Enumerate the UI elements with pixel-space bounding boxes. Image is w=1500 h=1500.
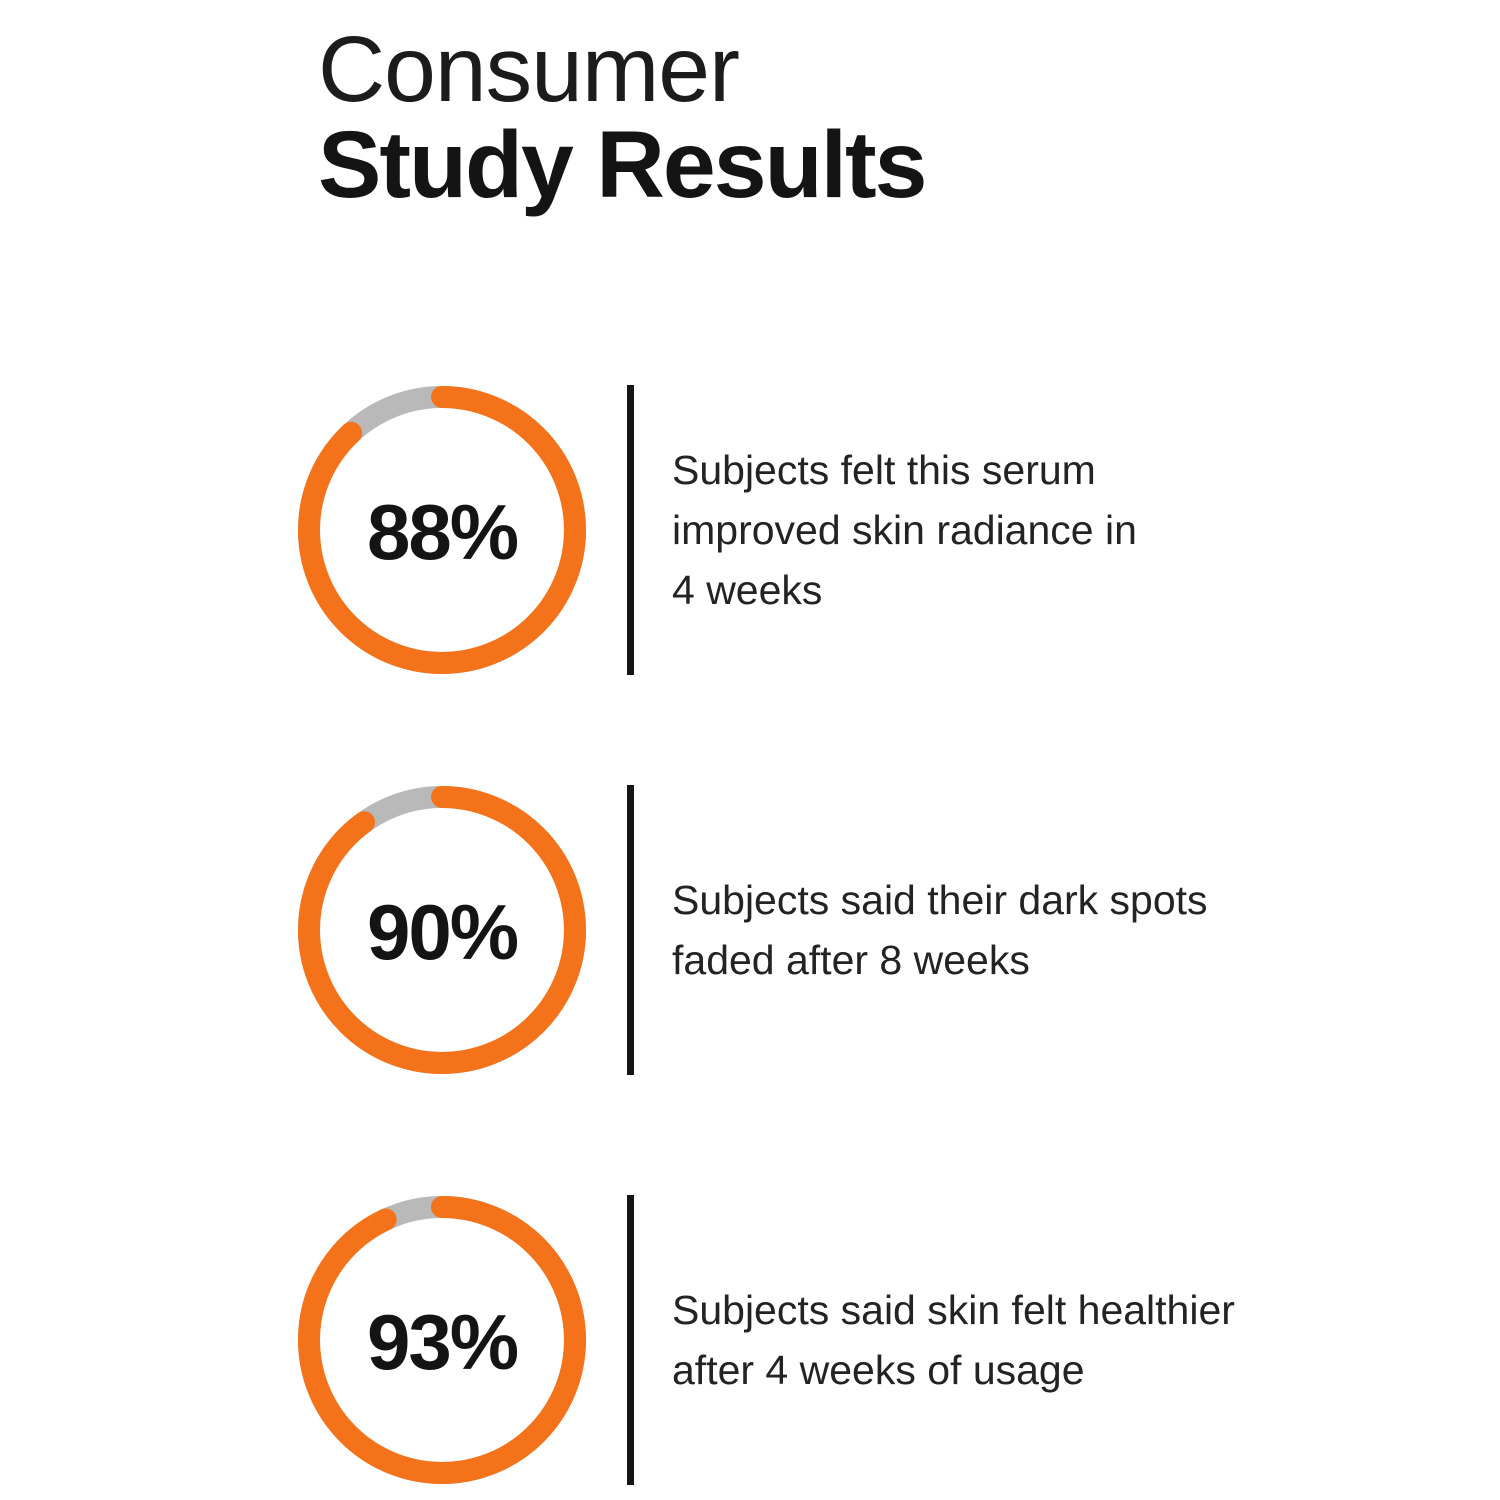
page-title-line-2: Study Results [318, 111, 927, 218]
donut-ring-svg [298, 786, 586, 1074]
donut-chart-93-percent: 93% [297, 1195, 587, 1485]
stat-row-healthier-skin: 93% Subjects said skin felt healthier af… [297, 1195, 1235, 1485]
donut-chart-88-percent: 88% [297, 385, 587, 675]
stat-row-dark-spots: 90% Subjects said their dark spots faded… [297, 785, 1208, 1075]
donut-progress-arc [298, 786, 586, 1074]
page-title: Consumer Study Results [318, 17, 927, 218]
stat-description: Subjects said skin felt healthier after … [672, 1287, 1235, 1393]
donut-percent-label: 93% [366, 1297, 519, 1386]
donut-progress-arc [298, 1196, 586, 1484]
donut-progress-arc [298, 386, 586, 674]
donut-ring-svg [298, 386, 586, 674]
donut-percent-label: 90% [366, 887, 519, 976]
page-title-line-1: Consumer [318, 17, 740, 121]
stat-description: Subjects said their dark spots faded aft… [672, 877, 1208, 983]
vertical-divider [627, 1195, 634, 1485]
stat-row-radiance: 88% Subjects felt this serum improved sk… [297, 385, 1137, 675]
donut-chart-90-percent: 90% [297, 785, 587, 1075]
donut-ring-svg [298, 1196, 586, 1484]
donut-percent-label: 88% [366, 487, 519, 576]
vertical-divider [627, 785, 634, 1075]
stat-description: Subjects felt this serum improved skin r… [672, 447, 1137, 613]
vertical-divider [627, 385, 634, 675]
